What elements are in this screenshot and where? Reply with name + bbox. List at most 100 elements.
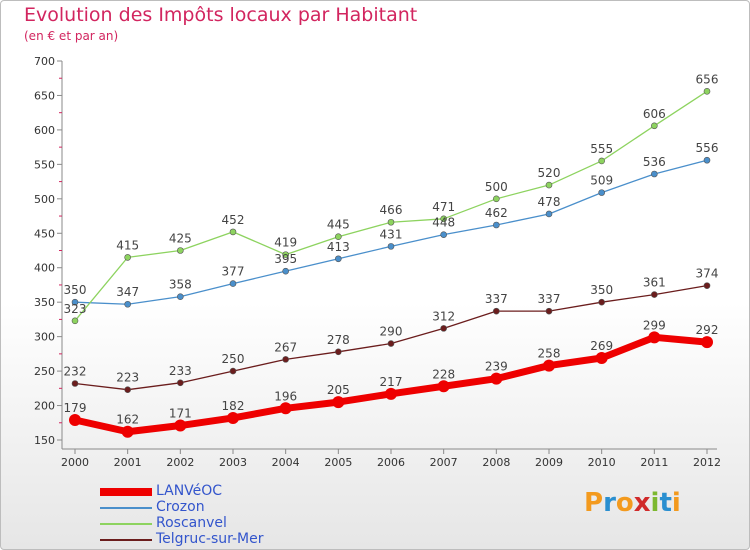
x-tick-label: 2011 <box>640 456 668 469</box>
data-point <box>595 351 608 364</box>
y-tick-label: 650 <box>34 89 55 102</box>
data-point <box>437 380 450 393</box>
data-point <box>651 170 658 178</box>
y-tick-label: 150 <box>34 434 55 447</box>
data-point <box>71 380 79 387</box>
data-label: 233 <box>169 364 192 378</box>
data-label: 419 <box>274 236 297 250</box>
data-point <box>69 414 81 427</box>
logo-letter: i <box>671 488 681 518</box>
data-label: 269 <box>590 339 613 353</box>
data-label: 509 <box>590 174 613 188</box>
data-label: 500 <box>485 180 508 194</box>
data-label: 425 <box>169 232 192 246</box>
data-label: 445 <box>327 218 350 232</box>
data-point <box>701 336 713 349</box>
data-label: 228 <box>432 367 455 381</box>
y-tick-label: 600 <box>34 124 55 137</box>
data-point <box>703 88 711 95</box>
y-tick-label: 200 <box>34 400 55 413</box>
data-label: 431 <box>380 227 403 241</box>
data-label: 448 <box>432 216 455 230</box>
data-label: 323 <box>64 302 87 316</box>
data-label: 258 <box>538 347 561 361</box>
data-point <box>545 181 553 189</box>
data-label: 217 <box>380 375 403 389</box>
logo-letter: P <box>584 488 604 518</box>
data-label: 337 <box>485 292 508 306</box>
x-tick-label: 2007 <box>430 456 458 469</box>
data-point <box>387 243 395 250</box>
data-label: 361 <box>643 276 666 290</box>
y-tick-label: 700 <box>34 55 55 68</box>
x-tick-label: 2012 <box>693 456 721 469</box>
data-point <box>651 291 658 298</box>
legend-swatch-crozon <box>100 507 152 509</box>
data-label: 292 <box>696 323 719 337</box>
data-point <box>282 267 289 275</box>
data-point <box>174 419 187 432</box>
data-label: 471 <box>432 200 455 214</box>
x-tick-label: 2006 <box>377 456 405 469</box>
legend-swatch-telgruc <box>100 539 152 541</box>
x-tick-label: 2009 <box>535 456 563 469</box>
data-point <box>703 156 711 164</box>
data-label: 223 <box>116 371 139 385</box>
data-point <box>598 189 605 196</box>
data-point <box>493 307 500 315</box>
data-point <box>648 331 661 344</box>
data-point <box>440 231 447 238</box>
data-point <box>493 195 500 203</box>
data-label: 377 <box>222 265 245 279</box>
data-label: 606 <box>643 107 666 121</box>
data-point <box>703 282 711 289</box>
chart-title: Evolution des Impôts locaux par Habitant <box>24 4 418 26</box>
x-tick-label: 2004 <box>272 456 300 469</box>
data-point <box>543 359 555 372</box>
data-point <box>598 298 605 306</box>
logo-letter: r <box>603 488 616 518</box>
data-label: 350 <box>64 283 87 297</box>
data-point <box>598 157 605 165</box>
data-label: 452 <box>222 213 245 227</box>
data-point <box>124 300 131 308</box>
x-tick-label: 2005 <box>324 456 352 469</box>
data-point <box>177 379 184 387</box>
data-point <box>387 340 395 347</box>
logo-letter: i <box>650 488 660 518</box>
data-label: 239 <box>485 360 508 374</box>
data-point <box>227 411 239 424</box>
data-point <box>282 251 289 258</box>
data-point <box>279 402 292 415</box>
data-point <box>440 215 447 223</box>
data-label: 555 <box>590 142 613 156</box>
data-label: 337 <box>538 292 561 306</box>
y-tick-label: 350 <box>34 296 55 309</box>
data-label: 196 <box>274 389 297 403</box>
y-tick-label: 400 <box>34 262 55 275</box>
data-label: 267 <box>274 340 297 354</box>
data-label: 312 <box>432 309 455 323</box>
data-point <box>440 325 447 332</box>
data-label: 182 <box>222 399 245 413</box>
data-label: 462 <box>485 206 508 220</box>
data-label: 171 <box>169 407 192 421</box>
data-label: 358 <box>169 278 192 292</box>
chart-subtitle: (en € et par an) <box>24 29 119 43</box>
logo-letter: o <box>615 488 634 518</box>
data-point <box>229 228 237 236</box>
data-point <box>332 396 345 409</box>
data-label: 290 <box>380 325 403 339</box>
data-point <box>229 367 237 375</box>
proxiti-logo: Proxiti <box>584 488 681 518</box>
data-point <box>177 293 184 300</box>
data-label: 162 <box>116 413 139 427</box>
data-label: 395 <box>274 252 297 266</box>
x-tick-label: 2003 <box>219 456 247 469</box>
data-label: 205 <box>327 383 350 397</box>
data-label: 278 <box>327 333 350 347</box>
data-point <box>493 221 500 229</box>
x-tick-label: 2000 <box>61 456 89 469</box>
data-point <box>335 348 342 356</box>
